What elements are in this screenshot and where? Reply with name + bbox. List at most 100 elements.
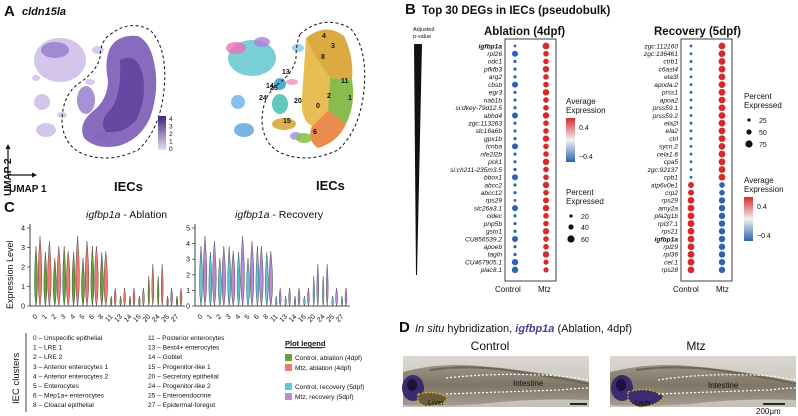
- dot-mtz: [543, 174, 549, 180]
- recovery-violin-title: igfbp1a - Recovery: [235, 209, 324, 221]
- dot-mtz: [543, 197, 549, 203]
- x-tick: 6: [88, 313, 96, 321]
- recovery-pct-tick-25: 25: [759, 118, 767, 125]
- cluster-entry: 24 – Progenitor-like 2: [148, 383, 211, 390]
- dot-control: [690, 168, 693, 171]
- scale-bar-label: 200μm: [756, 407, 781, 416]
- dot-control: [512, 236, 518, 242]
- dot-control: [690, 68, 693, 71]
- gene-label: prss59.1: [652, 105, 679, 112]
- dot-control: [690, 45, 693, 48]
- y-tick: 4: [21, 226, 25, 233]
- x-tick: 1: [41, 313, 49, 321]
- panel-a-letter: A: [4, 3, 15, 20]
- cluster-entry: 15 – Progenitor-like 1: [148, 364, 211, 371]
- dot-control: [512, 51, 518, 57]
- violin-control: [82, 258, 85, 306]
- gene-label: pck1: [487, 159, 502, 166]
- cluster-label-3: 3: [331, 43, 335, 50]
- dot-control: [688, 243, 695, 250]
- y-tick: 4: [186, 241, 190, 248]
- recovery-pct-title-1: Percent: [744, 92, 772, 101]
- y-tick: 1: [21, 284, 25, 291]
- gene-label: ela2l: [664, 121, 678, 128]
- legend-tick-2: 2: [169, 131, 173, 138]
- gene-label: cpa5: [664, 159, 679, 166]
- x-tick: 0: [197, 313, 205, 321]
- ablation-avg-colorbar: [566, 118, 575, 162]
- gene-label: abhd4: [484, 113, 503, 120]
- recovery-title: Recovery (5dpf): [654, 26, 741, 38]
- gene-label: gpx1b: [484, 136, 502, 143]
- dot-mtz: [719, 259, 725, 265]
- gene-label: rpl26: [487, 51, 502, 58]
- dot-mtz: [543, 144, 549, 150]
- violin-mtz: [124, 288, 126, 306]
- recovery-pct-tick-50: 50: [759, 130, 767, 137]
- violin-mtz: [269, 251, 273, 306]
- violin-mtz: [104, 251, 108, 306]
- gene-label: atp6v0e1: [651, 182, 678, 189]
- dot-control: [688, 259, 695, 266]
- gene-label: nab1b: [484, 97, 503, 104]
- plot-legend-title: Plot legend: [285, 339, 326, 348]
- gene-label: odc1: [488, 59, 503, 66]
- violin-control: [63, 246, 66, 306]
- recovery-x-mtz: Mtz: [716, 285, 729, 294]
- legend-swatch-control-ablation: [285, 354, 292, 361]
- dot-control: [690, 130, 693, 133]
- dot-control: [690, 114, 693, 117]
- panel-d-title: In situ hybridization, igfbp1a (Ablation…: [415, 323, 632, 335]
- dot-control: [512, 82, 518, 88]
- pvalue-label: p-value: [413, 34, 431, 40]
- dot-control: [690, 60, 693, 63]
- umap-feature-plot: [32, 26, 165, 159]
- dot-mtz: [543, 43, 550, 50]
- dot-control: [513, 183, 516, 186]
- feature-color-legend: 4 3 2 1 0: [158, 116, 173, 153]
- cluster-label-6: 6: [313, 129, 317, 136]
- dot-control: [690, 106, 693, 109]
- cluster-entry: 1 – LRE 1: [33, 345, 63, 352]
- dot-control: [690, 83, 693, 86]
- recovery-legend: Percent Expressed 25 50 75 Average Expre…: [744, 92, 784, 241]
- ablation-pct-tick-40: 40: [581, 225, 589, 232]
- ablation-pct-dot-40: [568, 224, 573, 229]
- panel-d-letter: D: [399, 319, 410, 336]
- y-tick: 1: [186, 288, 190, 295]
- dot-mtz: [543, 66, 549, 72]
- ablation-violins: [35, 236, 183, 306]
- dot-control: [513, 214, 516, 217]
- dot-mtz: [543, 244, 549, 250]
- gene-label: igfbp1a: [655, 236, 679, 243]
- violin-control: [294, 296, 296, 306]
- dot-control: [512, 143, 518, 149]
- gene-label: tcnba: [486, 144, 502, 151]
- gene-label: si:dkey-79d12.5: [455, 105, 502, 112]
- ablation-pct-dot-20: [569, 214, 572, 217]
- dot-mtz: [719, 244, 725, 250]
- violin-mtz: [142, 288, 144, 306]
- violin-control: [148, 276, 150, 306]
- violin-control: [237, 252, 240, 306]
- dot-control: [513, 245, 516, 248]
- gene-label: ctrl: [669, 136, 678, 143]
- gene-label: prss59.2: [652, 113, 679, 120]
- panel-a: A cldn15la: [3, 3, 365, 196]
- ablation-gene-labels: igfbp1arpl26odc1pfkfb3arg2cbsbegr3nab1bs…: [450, 43, 503, 274]
- dot-mtz: [719, 89, 726, 96]
- figure: A cldn15la: [0, 0, 798, 416]
- dot-control: [512, 112, 518, 118]
- dot-control: [512, 259, 518, 265]
- cluster-label-20: 20: [294, 98, 302, 105]
- gene-label: zgc:112160: [643, 43, 678, 50]
- recovery-pct-dot-75: [745, 140, 752, 147]
- panel-d-suffix: (Ablation, 4dpf): [554, 323, 632, 335]
- gene-label: zgc:136461: [643, 51, 678, 58]
- violin-control: [275, 296, 277, 306]
- dot-control: [688, 205, 695, 212]
- violin-control: [129, 296, 131, 306]
- gene-label: sycn.2: [659, 144, 678, 151]
- dot-control: [688, 182, 694, 188]
- ablation-pct-tick-20: 20: [581, 214, 589, 221]
